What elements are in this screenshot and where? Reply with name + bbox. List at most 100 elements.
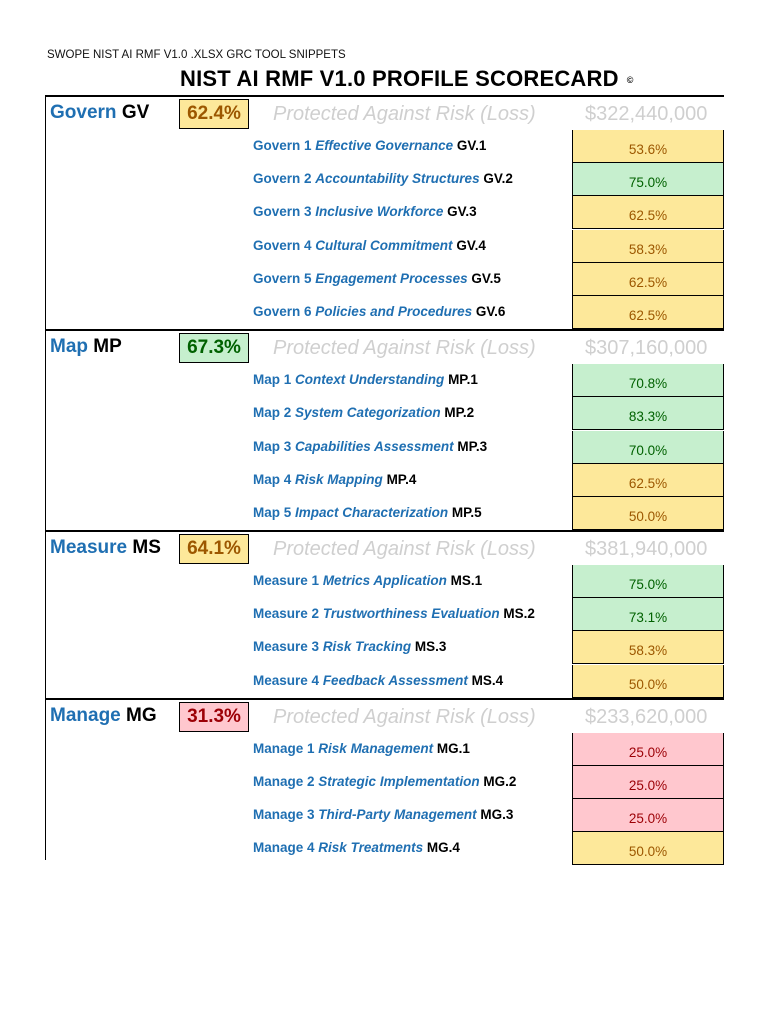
subcategory-score: 62.5% [572, 196, 724, 230]
subcategory-row: Map 3 Capabilities Assessment MP.3 70.0% [45, 430, 724, 464]
subcategory-code: MG.2 [483, 774, 517, 789]
subcategory-score: 62.5% [572, 463, 724, 497]
subcategory-label: Govern 3 Inclusive Workforce GV.3 [253, 204, 477, 219]
subcategory-label: Map 4 Risk Mapping MP.4 [253, 472, 416, 487]
scorecard-frame [45, 95, 724, 860]
subcategory-row: Map 1 Context Understanding MP.1 70.8% [45, 364, 724, 398]
subcategory-name: Capabilities Assessment [295, 438, 454, 454]
subcategory-row: Manage 1 Risk Management MG.1 25.0% [45, 732, 724, 766]
scorecard-title-text: NIST AI RMF V1.0 PROFILE SCORECARD [180, 66, 619, 91]
subcategory-row: Govern 1 Effective Governance GV.1 53.6% [45, 130, 724, 163]
document-title: SWOPE NIST AI RMF V1.0 .XLSX GRC TOOL SN… [47, 49, 346, 61]
section-measure: Measure MS 64.1% Protected Against Risk … [45, 530, 724, 698]
subcategory-code: GV.5 [471, 270, 501, 286]
subcategory-prefix: Govern 1 [253, 138, 312, 153]
section-score: 31.3% [179, 701, 249, 732]
subcategory-code: MG.4 [426, 840, 460, 856]
subcategory-score: 62.5% [572, 262, 724, 296]
subcategory-score: 73.1% [572, 598, 724, 632]
subcategory-prefix: Manage 3 [253, 807, 315, 823]
section-abbr: MS [132, 537, 161, 559]
subcategory-score: 75.0% [572, 163, 724, 197]
section-name: Map MP [50, 336, 122, 358]
section-word: Measure [50, 537, 128, 559]
subcategory-prefix: Govern 5 [253, 270, 312, 286]
subcategory-row: Manage 3 Third-Party Management MG.3 25.… [45, 799, 724, 833]
subcategory-code: GV.1 [456, 138, 487, 153]
subcategory-code: GV.2 [483, 171, 513, 187]
subcategory-row: Govern 6 Policies and Procedures GV.6 62… [45, 295, 724, 329]
subcategory-code: MG.1 [436, 740, 470, 756]
subcategory-row: Map 4 Risk Mapping MP.4 62.5% [45, 463, 724, 497]
subcategory-prefix: Map 4 [253, 471, 292, 487]
subcategory-name: Strategic Implementation [318, 774, 480, 789]
subcategory-row: Govern 4 Cultural Commitment GV.4 58.3% [45, 229, 724, 263]
subcategory-name: Metrics Application [322, 573, 447, 589]
subcategory-label: Govern 1 Effective Governance GV.1 [253, 138, 486, 153]
subcategory-score: 25.0% [572, 799, 724, 833]
subcategory-prefix: Govern 4 [253, 237, 312, 253]
section-map: Map MP 67.3% Protected Against Risk (Los… [45, 329, 724, 530]
subcategory-label: Map 1 Context Understanding MP.1 [253, 372, 478, 387]
subcategory-name: Feedback Assessment [322, 672, 468, 688]
subcategory-name: Accountability Structures [315, 171, 480, 187]
subcategory-score: 50.0% [572, 664, 724, 698]
subcategory-code: MP.5 [451, 504, 482, 520]
subcategory-name: Cultural Commitment [315, 237, 453, 253]
section-header: Map MP 67.3% Protected Against Risk (Los… [45, 331, 724, 364]
section-word: Manage [50, 704, 121, 726]
section-word: Govern [50, 102, 117, 123]
copyright-mark: © [626, 75, 634, 86]
subcategory-label: Govern 4 Cultural Commitment GV.4 [253, 238, 486, 253]
subcategory-row: Govern 5 Engagement Processes GV.5 62.5% [45, 262, 724, 296]
subcategory-prefix: Measure 1 [253, 573, 320, 589]
protected-amount: $381,940,000 [585, 538, 708, 561]
subcategory-score: 25.0% [572, 732, 724, 766]
subcategory-prefix: Map 3 [253, 438, 292, 454]
subcategory-label: Measure 4 Feedback Assessment MS.4 [253, 673, 503, 688]
scorecard-sections: Govern GV 62.4% Protected Against Risk (… [45, 95, 724, 866]
subcategory-label: Manage 4 Risk Treatments MG.4 [253, 840, 460, 855]
protected-label: Protected Against Risk (Loss) [273, 538, 536, 561]
subcategory-code: MG.3 [480, 807, 514, 823]
subcategory-row: Map 2 System Categorization MP.2 83.3% [45, 397, 724, 431]
section-govern: Govern GV 62.4% Protected Against Risk (… [45, 95, 724, 329]
subcategory-code: MS.2 [503, 606, 535, 622]
subcategory-row: Measure 2 Trustworthiness Evaluation MS.… [45, 598, 724, 632]
subcategory-prefix: Map 5 [253, 504, 292, 520]
subcategory-score: 53.6% [572, 130, 724, 163]
section-abbr: GV [121, 102, 150, 123]
section-manage: Manage MG 31.3% Protected Against Risk (… [45, 697, 724, 866]
subcategory-score: 50.0% [572, 832, 724, 866]
subcategory-label: Measure 2 Trustworthiness Evaluation MS.… [253, 606, 535, 621]
subcategory-prefix: Manage 4 [253, 840, 315, 856]
subcategory-label: Manage 1 Risk Management MG.1 [253, 741, 470, 756]
subcategory-row: Govern 3 Inclusive Workforce GV.3 62.5% [45, 196, 724, 230]
subcategory-label: Govern 2 Accountability Structures GV.2 [253, 171, 513, 186]
subcategory-code: MP.3 [457, 438, 488, 454]
subcategory-name: Engagement Processes [315, 270, 468, 286]
subcategory-code: MS.3 [414, 639, 447, 655]
subcategory-code: GV.3 [447, 204, 477, 220]
subcategory-prefix: Measure 3 [253, 639, 320, 655]
section-word: Map [50, 336, 88, 358]
section-header: Measure MS 64.1% Protected Against Risk … [45, 532, 724, 565]
subcategory-label: Map 3 Capabilities Assessment MP.3 [253, 439, 487, 454]
section-header: Manage MG 31.3% Protected Against Risk (… [45, 700, 724, 733]
subcategory-name: Inclusive Workforce [315, 204, 444, 220]
subcategory-row: Map 5 Impact Characterization MP.5 50.0% [45, 496, 724, 530]
subcategory-prefix: Govern 3 [253, 204, 312, 220]
subcategory-prefix: Measure 2 [253, 606, 320, 622]
subcategory-prefix: Measure 4 [253, 672, 320, 688]
subcategory-row: Measure 4 Feedback Assessment MS.4 50.0% [45, 664, 724, 698]
subcategory-name: Effective Governance [315, 138, 454, 153]
subcategory-name: Impact Characterization [295, 504, 449, 520]
subcategory-name: Policies and Procedures [315, 303, 473, 319]
section-name: Measure MS [50, 537, 161, 559]
subcategory-score: 58.3% [572, 631, 724, 665]
subcategory-prefix: Govern 6 [253, 303, 312, 319]
subcategory-prefix: Map 1 [253, 372, 292, 388]
protected-amount: $233,620,000 [585, 705, 708, 728]
subcategory-label: Manage 3 Third-Party Management MG.3 [253, 807, 513, 822]
subcategory-label: Govern 5 Engagement Processes GV.5 [253, 271, 501, 286]
